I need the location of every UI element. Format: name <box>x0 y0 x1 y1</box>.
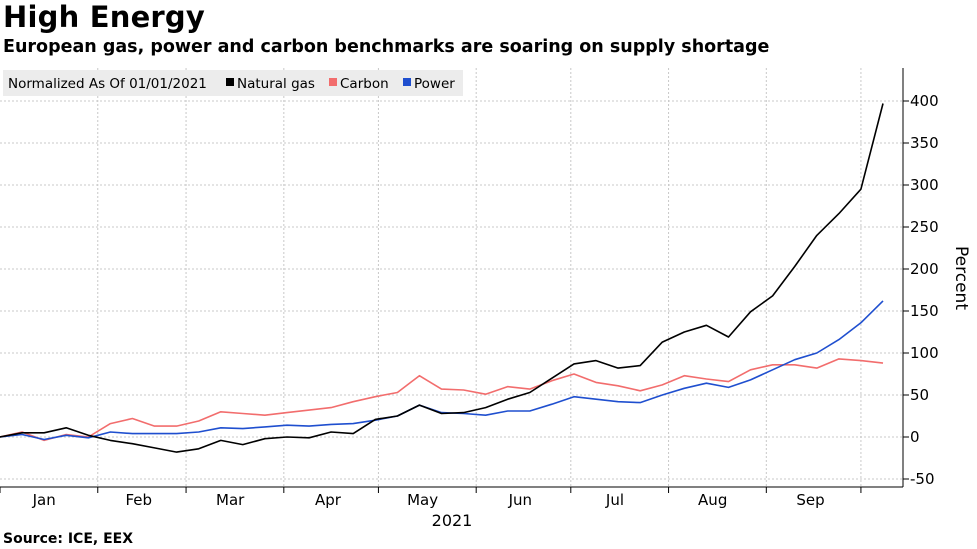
y-tick-label: 50 <box>910 386 929 404</box>
x-tick-label: Apr <box>315 491 342 509</box>
y-axis-label: Percent <box>951 246 971 310</box>
chart-subtitle: European gas, power and carbon benchmark… <box>3 37 770 57</box>
y-tick-label: 0 <box>910 428 920 446</box>
y-tick-label: 350 <box>910 134 939 152</box>
y-tick-label: 250 <box>910 218 939 236</box>
legend-swatch-natural-gas <box>226 78 234 86</box>
y-axis: -50 0 50 100 150 200 250 300 350 400 <box>902 68 939 488</box>
legend: Normalized As Of 01/01/2021 Natural gas C… <box>3 70 463 96</box>
y-tick-label: 400 <box>910 92 939 110</box>
legend-items: Natural gas Carbon Power <box>226 76 455 92</box>
x-tick-label: Mar <box>216 491 245 509</box>
x-tick-label: Feb <box>125 491 152 509</box>
legend-swatch-power <box>403 78 411 86</box>
y-tick-label: 150 <box>910 302 939 320</box>
y-tick-label: 300 <box>910 176 939 194</box>
x-tick-label: Sep <box>796 491 824 509</box>
x-tick-label: Jun <box>508 491 532 509</box>
x-tick-label: Aug <box>698 491 727 509</box>
legend-label-carbon: Carbon <box>340 76 389 92</box>
series-line-carbon <box>0 358 884 442</box>
series-line-power <box>0 300 884 441</box>
y-tick-label: 200 <box>910 260 939 278</box>
x-tick-label: Jul <box>605 491 624 509</box>
legend-label-power: Power <box>414 76 455 92</box>
x-tick-label: Jan <box>32 491 56 509</box>
legend-label-natural-gas: Natural gas <box>237 76 315 92</box>
gridlines <box>0 68 903 487</box>
series-lines <box>0 103 884 453</box>
series-line-natural-gas <box>0 103 884 453</box>
x-axis-year-label: 2021 <box>432 511 473 530</box>
source-note: Source: ICE, EEX <box>3 531 133 547</box>
x-tick-label: May <box>407 491 438 509</box>
legend-title: Normalized As Of 01/01/2021 <box>8 76 207 92</box>
y-tick-label: 100 <box>910 344 939 362</box>
y-tick-label: -50 <box>910 470 935 488</box>
chart-title: High Energy <box>3 0 205 34</box>
legend-swatch-carbon <box>329 78 337 86</box>
x-axis: Jan Feb Mar Apr May Jun Jul Aug Sep <box>0 486 903 509</box>
